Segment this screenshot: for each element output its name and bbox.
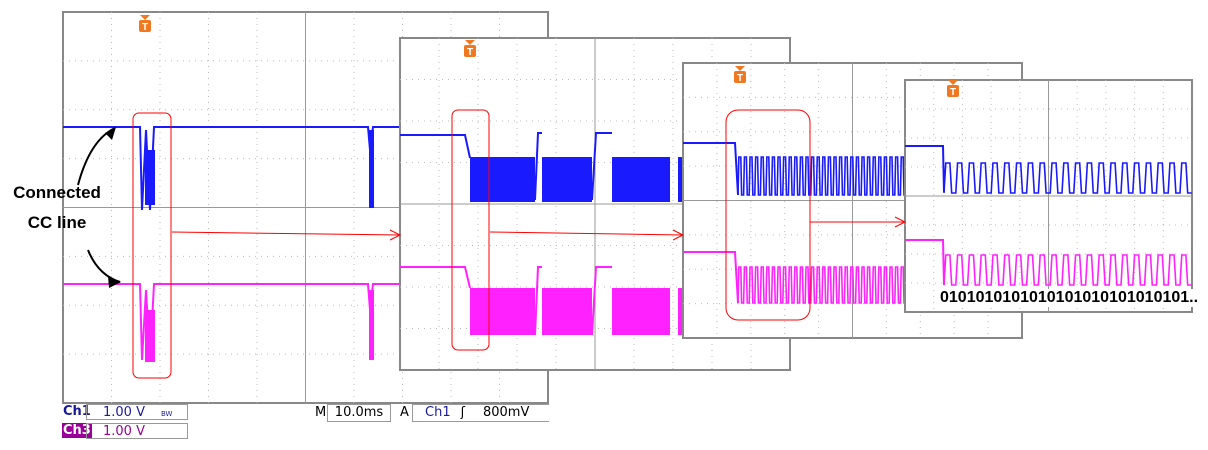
- trigger-marker-label: T: [467, 47, 473, 58]
- trigger-marker-icon: [948, 80, 958, 85]
- trigger-marker-label: T: [950, 87, 956, 98]
- ch3-burst: [542, 288, 592, 335]
- ch3-square-3: [737, 266, 906, 304]
- ch3-trace-2: [591, 266, 612, 336]
- ch1-burst: [612, 157, 670, 202]
- trigger-marker-icon: [947, 85, 959, 97]
- ch3-burst: [369, 290, 374, 360]
- ch1-burst: [369, 130, 374, 208]
- trigger-readout: Ch1 ʃ 800mV: [412, 404, 549, 422]
- ch1-scale: 1.00 V BW: [86, 404, 188, 420]
- ch1-label: Ch1: [63, 404, 91, 419]
- zoom-arrow: [171, 231, 401, 236]
- ch3-square-4: [943, 254, 1192, 286]
- ch3-trace-2: [534, 266, 542, 336]
- ch3-scale: 1.00 V: [86, 423, 188, 439]
- ch1-trace-2: [591, 132, 612, 201]
- trigger-marker-label: T: [142, 22, 148, 33]
- highlight-box: [725, 109, 811, 321]
- trigger-marker-label: T: [737, 73, 743, 84]
- ch3-burst: [145, 310, 155, 362]
- timebase-prefix: M: [315, 405, 327, 420]
- arrowhead-icon: [105, 127, 116, 140]
- ch1-burst: [542, 157, 592, 202]
- annotation-connected: Connected: [13, 183, 101, 202]
- trigger-marker-icon: [139, 20, 151, 32]
- ch3-burst: [612, 288, 670, 335]
- ch1-trace-4: [905, 145, 945, 193]
- arrowhead-icon: [108, 276, 121, 288]
- trigger-marker-icon: [735, 66, 745, 71]
- bw-limit-icon: BW: [160, 410, 173, 418]
- ch1-burst: [470, 157, 535, 202]
- timebase-value: 10.0ms: [327, 404, 391, 422]
- trigger-level: 800mV: [482, 405, 530, 420]
- trigger-marker-icon: [465, 40, 475, 45]
- ch3-trace-2: [400, 266, 471, 289]
- highlight-box: [132, 112, 172, 379]
- ch1-scale-value: 1.00 V: [103, 405, 145, 420]
- rising-edge-icon: ʃ: [460, 405, 465, 420]
- bit-sequence-label: 0101010101010101010101010101..: [940, 289, 1199, 307]
- arrowhead-icon: [894, 216, 907, 228]
- annotation-cc-line: CC line: [27, 213, 87, 232]
- trigger-marker-icon: [464, 45, 476, 57]
- arrowhead-icon: [672, 229, 685, 241]
- ch1-trace-2: [534, 132, 542, 201]
- trigger-source: Ch1: [425, 405, 451, 420]
- trigger-marker-icon: [140, 15, 150, 20]
- arrowhead-icon: [389, 229, 402, 241]
- ch1-square-4: [943, 162, 1192, 194]
- ch3-trace-4: [905, 239, 945, 286]
- trigger-marker-icon: [734, 71, 746, 83]
- ch3-burst: [470, 288, 535, 335]
- ch3-trace-3: [683, 251, 739, 304]
- ch1-burst: [145, 150, 155, 205]
- zoom-arrow: [489, 231, 684, 236]
- highlight-box: [451, 109, 490, 351]
- trigger-prefix: A: [400, 405, 409, 420]
- ch1-trace-2: [400, 134, 471, 159]
- ch1-square-3: [737, 156, 906, 196]
- ch3-label: Ch3: [62, 423, 92, 438]
- ch1-trace-3: [683, 142, 739, 196]
